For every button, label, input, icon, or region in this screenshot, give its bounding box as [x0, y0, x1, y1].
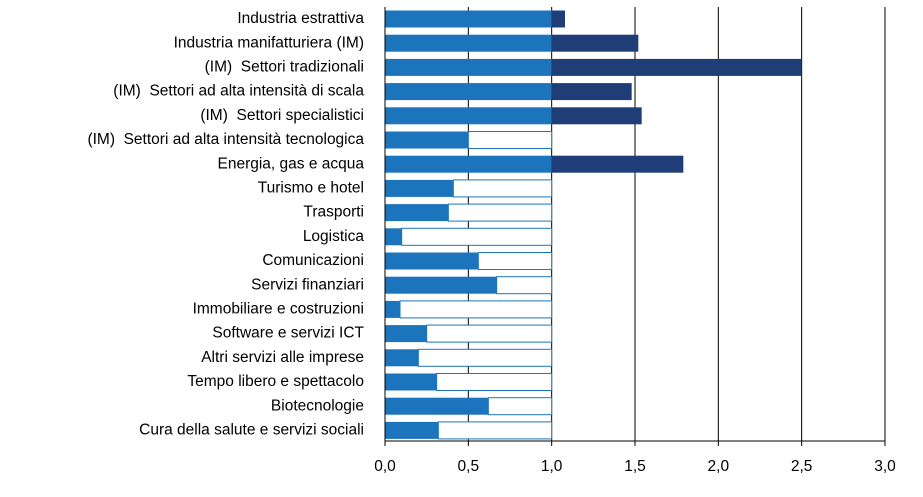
y-tick-label: Cura della salute e servizi sociali — [139, 421, 364, 438]
bar-remainder — [399, 300, 553, 319]
y-tick-label: Altri servizi alle imprese — [201, 349, 364, 366]
bar-base — [385, 10, 552, 28]
bar-remainder — [426, 324, 553, 343]
bar-excess — [551, 155, 684, 173]
bar-remainder — [401, 227, 553, 246]
bar-remainder — [436, 373, 553, 391]
y-tick-label: Comunicazioni — [262, 252, 364, 269]
bar — [385, 252, 479, 270]
bar — [385, 349, 419, 367]
y-tick-label: Turismo e hotel — [258, 179, 364, 196]
bar-excess — [551, 107, 642, 125]
bar-remainder — [447, 203, 553, 222]
x-tick-label: 1,0 — [541, 458, 563, 475]
x-tick-label: 2,0 — [708, 458, 730, 475]
y-tick-label: (IM) Settori ad alta intensità di scala — [113, 83, 364, 100]
bar-base — [385, 83, 552, 101]
bar — [385, 300, 400, 318]
bar-remainder — [487, 397, 553, 416]
bar-remainder — [452, 179, 553, 198]
x-tick-label: 0,0 — [374, 458, 396, 475]
x-tick-label: 0,5 — [458, 458, 480, 475]
bar — [385, 131, 469, 149]
bar — [385, 179, 454, 197]
bar-base — [385, 107, 552, 125]
y-tick-label: Industria manifatturiera (IM) — [174, 34, 364, 51]
y-tick-label: (IM) Settori specialistici — [200, 107, 364, 124]
y-tick-label: Biotecnologie — [271, 397, 364, 414]
y-tick-label: Energia, gas e acqua — [218, 155, 365, 172]
y-tick-label: Software e servizi ICT — [212, 325, 364, 342]
bar-remainder — [496, 276, 553, 295]
bar — [385, 373, 437, 391]
bar-remainder — [467, 131, 553, 149]
y-tick-label: Immobiliare e costruzioni — [193, 300, 364, 317]
bar-remainder — [477, 252, 553, 270]
x-tick-label: 3,0 — [874, 458, 896, 475]
y-tick-label: Tempo libero e spettacolo — [187, 373, 364, 390]
bar-remainder — [417, 348, 553, 367]
bar-remainder — [437, 421, 553, 440]
bar-excess — [551, 10, 565, 28]
bar — [385, 325, 427, 343]
y-tick-label: Logistica — [303, 228, 365, 245]
bar — [385, 397, 489, 415]
bar-excess — [551, 34, 639, 52]
bar — [385, 276, 497, 294]
y-tick-label: (IM) Settori tradizionali — [205, 58, 364, 75]
y-tick-label: Trasporti — [303, 204, 364, 221]
x-tick-label: 1,5 — [624, 458, 646, 475]
bar-excess — [551, 83, 632, 101]
bar — [385, 228, 402, 246]
bar-excess — [551, 58, 802, 76]
bar-base — [385, 58, 552, 76]
x-tick-label: 2,5 — [791, 458, 813, 475]
bar-base — [385, 34, 552, 52]
y-tick-label: Industria estrattiva — [237, 10, 364, 27]
bar-base — [385, 155, 552, 173]
y-tick-label: (IM) Settori ad alta intensità tecnologi… — [87, 131, 364, 148]
bar — [385, 421, 439, 439]
y-tick-label: Servizi finanziari — [251, 276, 364, 293]
bar — [385, 204, 449, 222]
